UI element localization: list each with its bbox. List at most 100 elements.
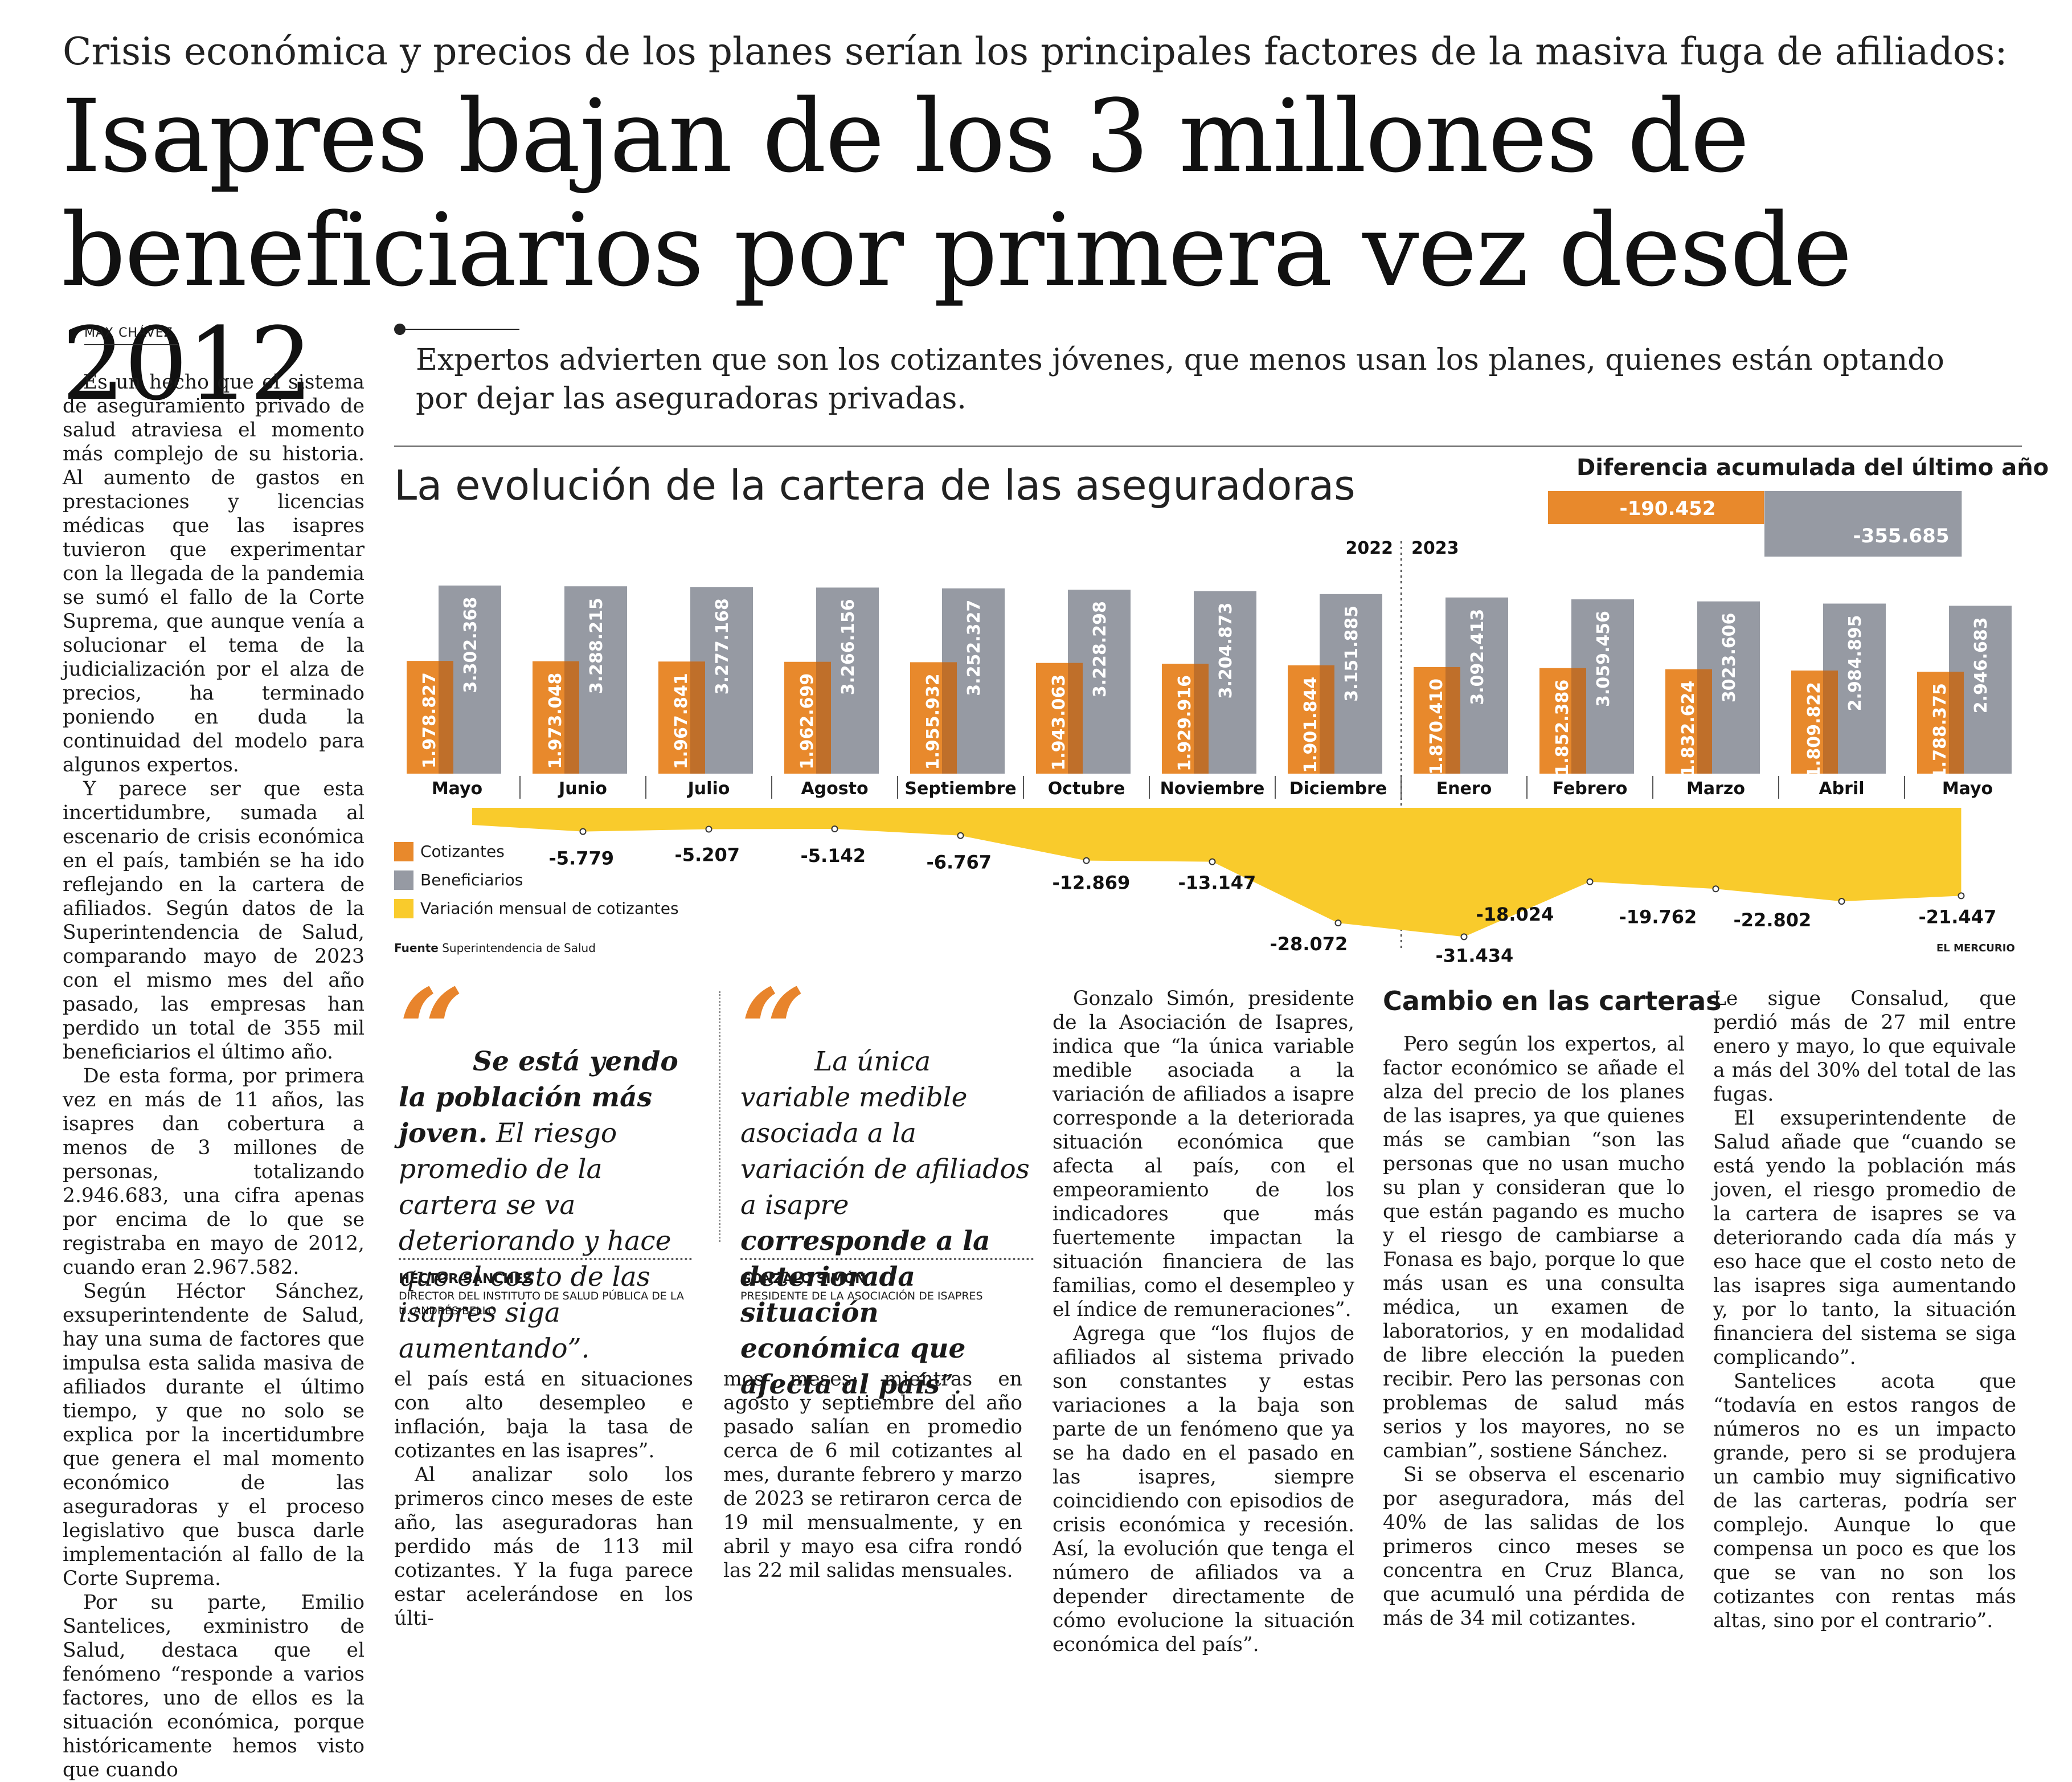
bar-label-beneficiarios: 3.092.413 [1468, 609, 1488, 705]
paragraph: Le sigue Consalud, que perdió más de 27 … [1713, 987, 2016, 1106]
variation-point [957, 832, 964, 839]
paragraph: Y parece ser que esta incertidumbre, sum… [63, 778, 365, 1064]
headline-line-2: beneficiarios por primera vez desde 2012 [62, 192, 1852, 423]
body-column-4: Gonzalo Simón, presidente de la Asociaci… [1053, 987, 1354, 1657]
paragraph: Santelices acota que “todavía en estos r… [1713, 1370, 2016, 1632]
category-label: Julio [687, 779, 730, 799]
quote-2-role: PRESIDENTE DE LA ASOCIACIÓN DE ISAPRES [740, 1290, 983, 1302]
subhead: Expertos advierten que son los cotizante… [416, 343, 1944, 416]
diff-title: Diferencia acumulada del último año [1576, 455, 2049, 481]
body-column-5: Pero según los expertos, al factor econó… [1383, 1032, 1685, 1630]
variation-label: -13.147 [1178, 872, 1256, 894]
variation-label: -5.779 [549, 848, 615, 869]
paragraph: el país está en situaciones con alto des… [394, 1368, 693, 1462]
byline-rule [84, 344, 178, 345]
variation-label: -6.767 [927, 852, 992, 873]
bar-label-beneficiarios: 3.204.873 [1216, 603, 1236, 699]
variation-point [831, 825, 838, 833]
pull-quote-1: “ Se está yendo la población más joven. … [399, 974, 695, 1367]
variation-point [1334, 919, 1342, 927]
quote-2-text: La única variable medible asociada a la … [740, 1046, 1030, 1221]
paragraph: Agrega que “los flujos de afiliados al s… [1053, 1322, 1354, 1656]
quote-divider [719, 991, 720, 1242]
paragraph: De esta forma, por primera vez en más de… [63, 1065, 365, 1279]
bar-label-cotizantes: 1.809.822 [1804, 682, 1824, 778]
bar-label-cotizantes: 1.973.048 [546, 673, 566, 769]
section-heading: Cambio en las carteras [1383, 986, 1722, 1016]
paragraph: Según Héctor Sánchez, exsuperintendente … [63, 1280, 365, 1590]
bar-label-cotizantes: 1.929.916 [1175, 675, 1195, 771]
category-label: Septiembre [904, 779, 1016, 799]
bar-label-cotizantes: 1.901.844 [1301, 677, 1321, 773]
category-label: Mayo [1942, 779, 1993, 799]
quote-2-rule [740, 1258, 1034, 1260]
quote-1-name: HÉCTOR SÁNCHEZ [399, 1272, 533, 1286]
paragraph: Por su parte, Emilio Santelices, exminis… [63, 1591, 365, 1781]
bar-label-cotizantes: 1.962.699 [797, 673, 817, 770]
variation-label: -28.072 [1270, 933, 1348, 955]
paragraph: Si se observa el escenario por asegurado… [1383, 1464, 1685, 1630]
chart-source: Fuente Superintendencia de Salud [394, 941, 596, 955]
paragraph: mos meses: mientras en agosto y septiemb… [723, 1368, 1022, 1582]
quote-mark-icon: “ [740, 964, 806, 1098]
diff-label-beneficiarios: -355.685 [1853, 525, 1950, 547]
bar-overlap [1823, 671, 1838, 774]
chart-title: La evolución de la cartera de las asegur… [394, 461, 1356, 509]
bar-overlap [564, 661, 579, 774]
bar-overlap [1320, 665, 1334, 774]
variation-label: -21.447 [1918, 906, 1996, 927]
variation-label: -19.762 [1619, 906, 1697, 927]
legend-swatch-beneficiarios [394, 870, 413, 890]
body-column-3: mos meses: mientras en agosto y septiemb… [723, 1367, 1022, 1583]
variation-label: -5.207 [675, 844, 740, 865]
kicker: Crisis económica y precios de los planes… [63, 30, 2008, 73]
category-label: Febrero [1553, 779, 1628, 799]
category-label: Enero [1436, 779, 1492, 799]
subhead-rule [406, 329, 519, 330]
category-label: Octubre [1048, 779, 1125, 799]
bar-label-cotizantes: 1.788.375 [1930, 683, 1950, 779]
chart-svg: 3.302.368 1.978.827 Mayo 3.288.215 1.973.048… [394, 491, 2030, 967]
bar-label-beneficiarios: 3.277.168 [712, 598, 732, 694]
bar-label-beneficiarios: 3.266.156 [838, 599, 858, 695]
paragraph: Pero según los expertos, al factor econó… [1383, 1033, 1685, 1462]
chart-top-rule [394, 445, 2022, 447]
bar-label-beneficiarios: 3.228.298 [1090, 601, 1110, 697]
diff-label-cotizantes: -190.452 [1620, 497, 1716, 520]
quote-2-end: ”. [940, 1369, 962, 1400]
variation-point [1838, 898, 1845, 905]
headline: Isapres bajan de los 3 millones de benef… [62, 80, 2072, 422]
variation-label: -12.869 [1053, 872, 1131, 894]
variation-label: -18.024 [1476, 904, 1554, 925]
bar-overlap [439, 661, 453, 774]
bar-label-cotizantes: 1.832.624 [1678, 681, 1698, 777]
headline-line-1: Isapres bajan de los 3 millones de [62, 78, 1750, 195]
category-band [394, 774, 2030, 799]
quote-2-bold: corresponde a la deteriorada situación e… [740, 1225, 990, 1400]
pull-quote-2: “ La única variable medible asociada a l… [740, 974, 1037, 1403]
bar-label-beneficiarios: 3.151.885 [1342, 606, 1362, 702]
variation-point [1083, 857, 1090, 864]
bar-label-cotizantes: 1.852.386 [1553, 680, 1573, 776]
year-label-2023: 2023 [1411, 538, 1459, 558]
variation-point [1586, 878, 1594, 885]
brand-credit: EL MERCURIO [1936, 942, 2015, 954]
source-text: Superintendencia de Salud [442, 941, 596, 955]
quote-1-text: El riesgo promedio de la cartera se va d… [399, 1118, 671, 1364]
category-label: Junio [558, 779, 607, 799]
year-label-2022: 2022 [1346, 538, 1394, 558]
category-label: Marzo [1686, 779, 1745, 799]
bar-label-cotizantes: 1.955.932 [923, 673, 943, 770]
bar-overlap [1949, 672, 1964, 774]
paragraph: El exsuperintendente de Salud añade que … [1713, 1107, 2016, 1369]
variation-point [1958, 892, 1965, 900]
bullet-dot [394, 324, 406, 335]
quote-1-role: DIRECTOR DEL INSTITUTO DE SALUD PÚBLICA … [399, 1290, 684, 1317]
bar-overlap [1446, 667, 1460, 774]
body-column-6: Le sigue Consalud, que perdió más de 27 … [1713, 987, 2016, 1633]
quote-1-rule [399, 1258, 692, 1260]
source-label: Fuente [394, 941, 439, 955]
paragraph: Es un hecho que el sistema de aseguramie… [63, 371, 365, 776]
bar-overlap [1194, 664, 1209, 774]
legend-swatch-cotizantes [394, 842, 413, 861]
